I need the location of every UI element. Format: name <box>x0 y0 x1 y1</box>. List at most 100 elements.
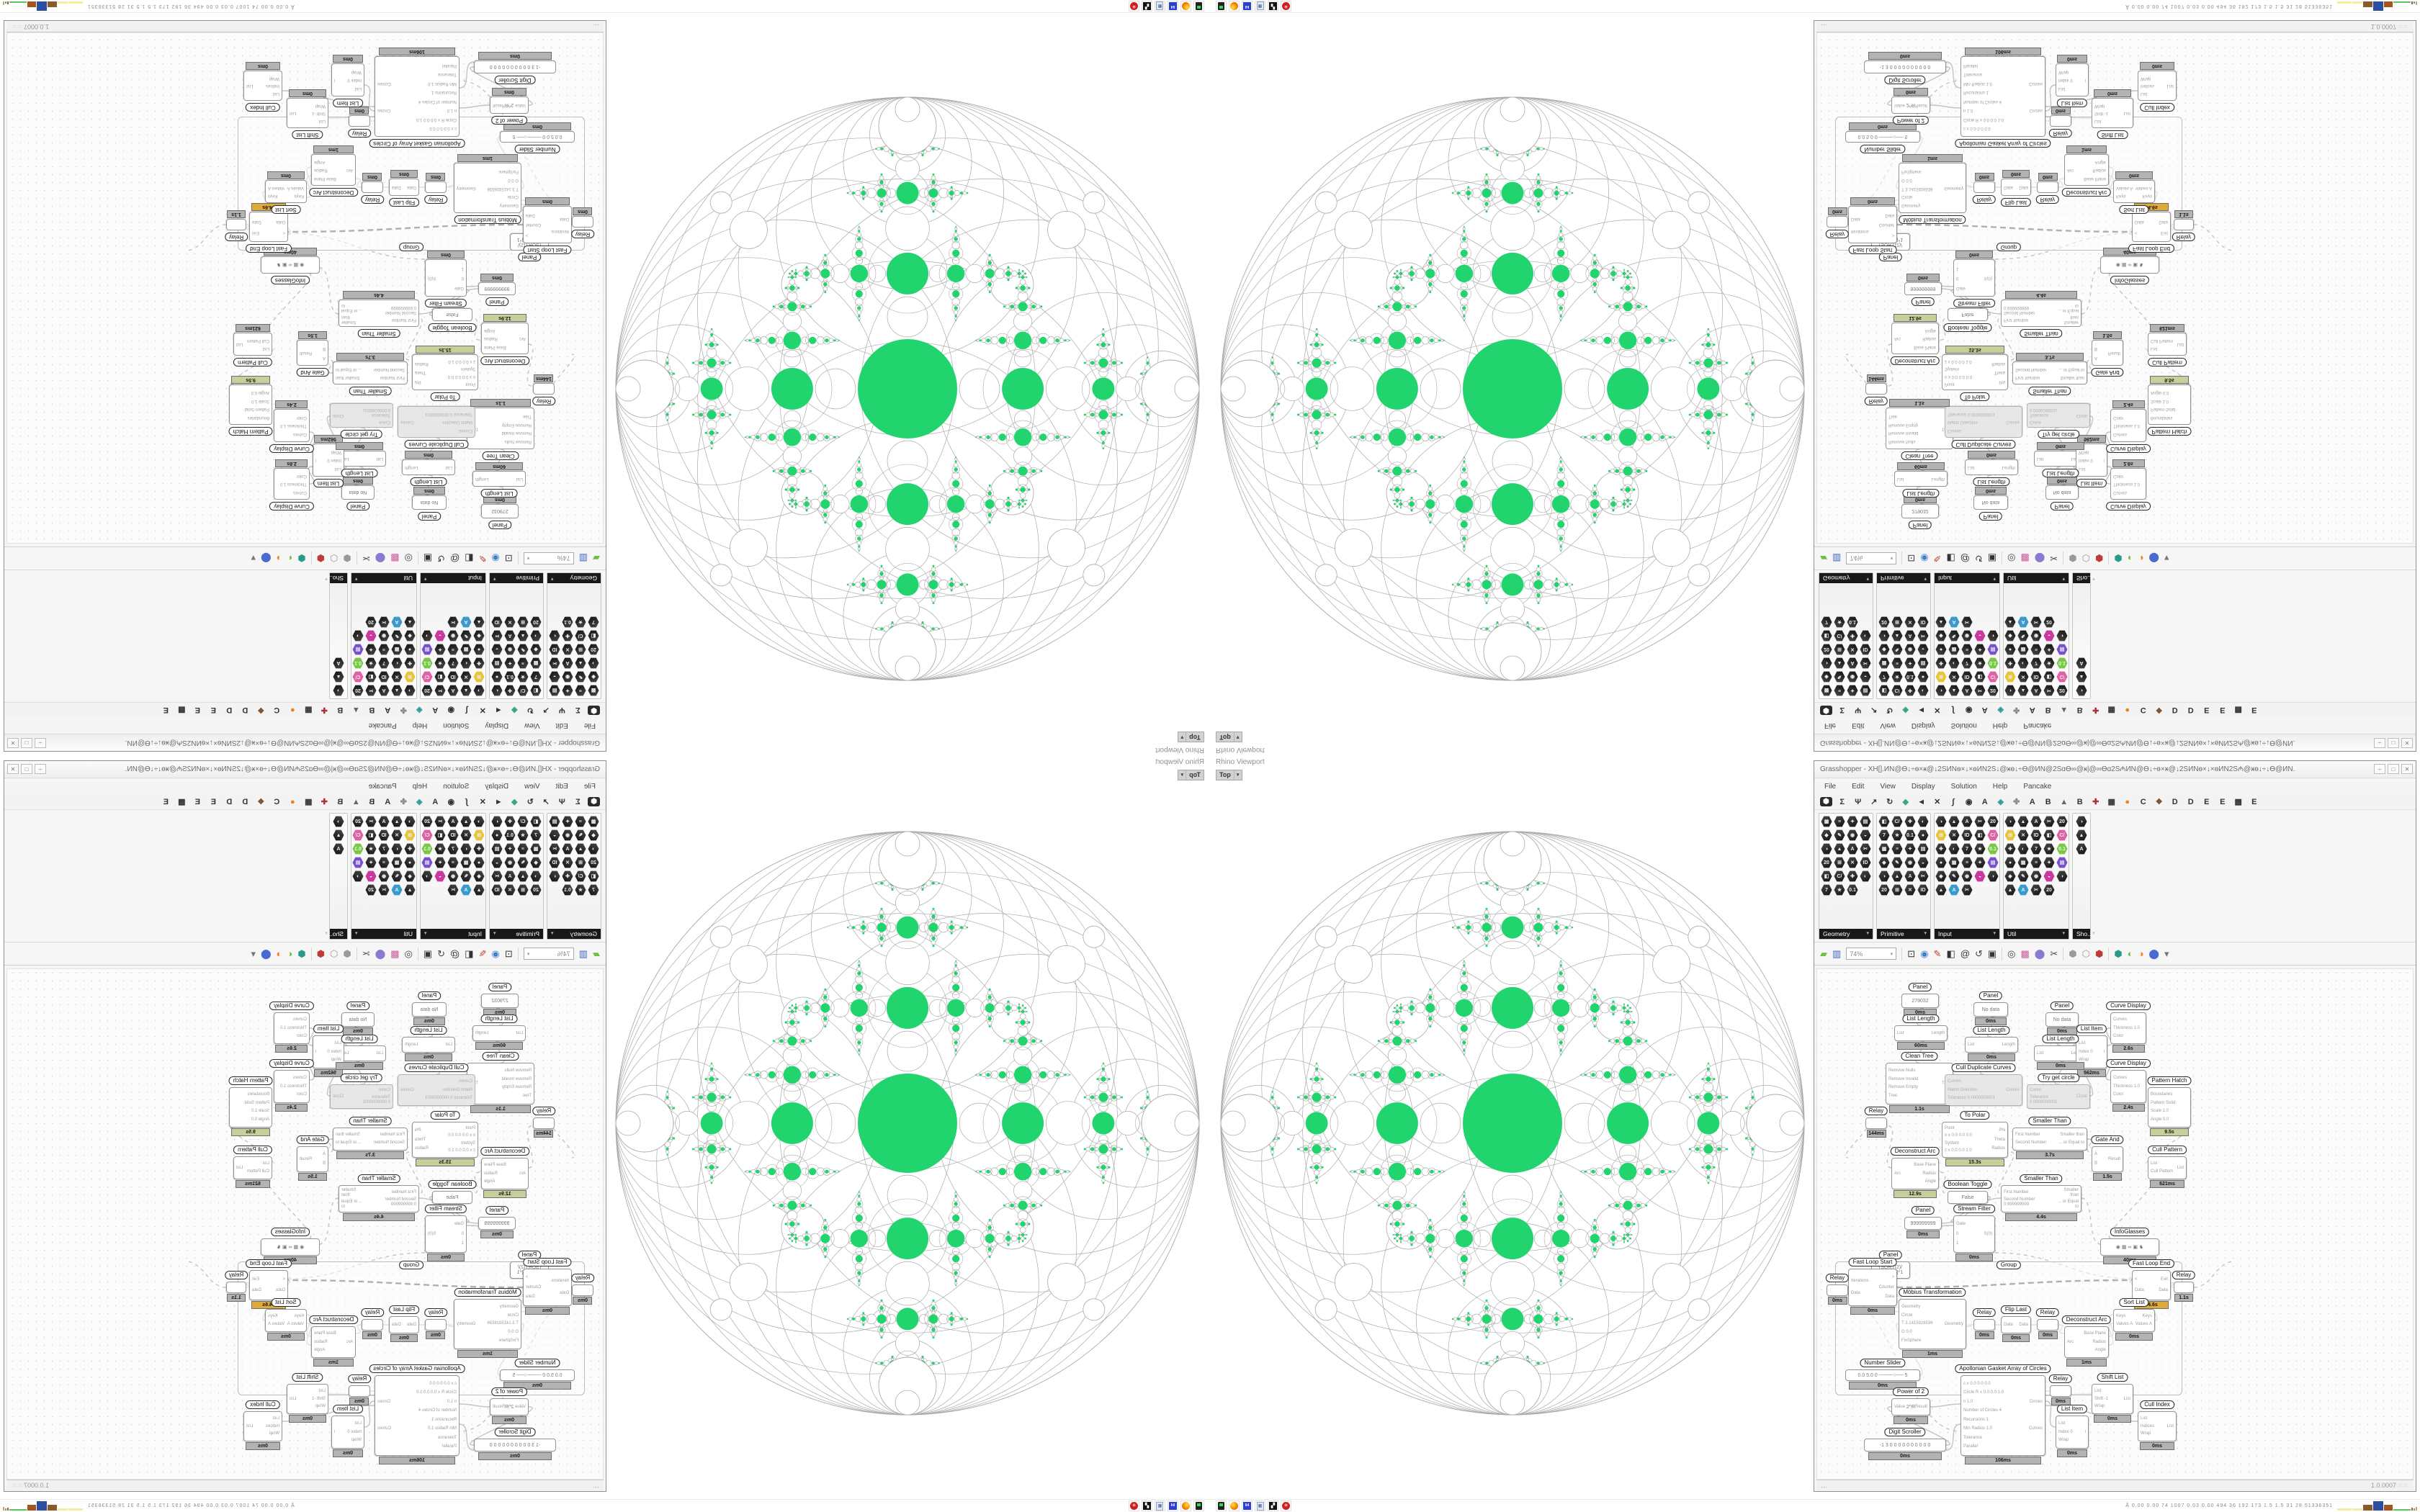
ribbon-component-icon[interactable]: ≡ <box>1961 644 1973 655</box>
balloon-icon[interactable]: ⬤ <box>2148 553 2159 564</box>
ribbon-component-icon[interactable]: ✎ <box>1891 644 1903 655</box>
output-port[interactable]: Curves <box>377 81 392 86</box>
tab-25[interactable]: ▩ <box>2234 706 2242 714</box>
ribbon-component-icon[interactable]: ★ <box>2043 657 2055 669</box>
tab-13[interactable]: B <box>2045 706 2051 715</box>
zoom-level-select[interactable]: 74% ▾ <box>523 552 574 564</box>
gh-component-panel[interactable]: Panel No data 0ms <box>1973 487 2008 521</box>
ribbon-component-icon[interactable]: 0.1 <box>562 616 573 628</box>
input-port[interactable]: Geometry <box>1901 203 1921 208</box>
gh-component-curve-display[interactable]: Curve Display Curves Thickness 1.0 Color 2.6… <box>2106 1002 2151 1053</box>
input-port[interactable]: Curve <box>2030 1088 2042 1093</box>
gem-teal-icon[interactable]: ⬢ <box>2114 553 2123 564</box>
ribbon-component-icon[interactable]: ✕ <box>562 644 573 655</box>
cluster-gift-icon[interactable]: ▩ <box>2020 553 2030 564</box>
output-port[interactable]: Data <box>2019 185 2028 190</box>
component-body[interactable]: First Number Second Number Smaller than...… <box>2012 361 2087 384</box>
ribbon-component-icon[interactable]: ◉ <box>447 630 459 642</box>
output-port[interactable]: Base Plane <box>484 344 506 349</box>
maximize-button[interactable]: □ <box>2388 738 2399 748</box>
gh-component-panel[interactable]: Panel 999999999 0ms <box>478 274 516 306</box>
input-port[interactable]: Data <box>2135 220 2144 225</box>
input-port[interactable]: Geometry <box>499 203 519 208</box>
ribbon-component-icon[interactable]: ▲ <box>1935 616 1947 628</box>
input-port[interactable]: Index 0 <box>327 458 341 463</box>
gh-component-stream-filter[interactable]: Stream Filter Gate 0 1 S(0) 0ms <box>425 251 467 307</box>
input-port[interactable]: List <box>318 119 326 124</box>
ribbon-group-label[interactable]: Input ▾ <box>1935 929 1999 939</box>
gh-component-relay[interactable]: Relay 0ms <box>1825 1274 1850 1305</box>
tab-10[interactable]: ◈ <box>416 706 423 714</box>
menu-item-pancake[interactable]: Pancake <box>368 721 397 730</box>
ribbon-component-icon[interactable]: ◑ <box>473 685 485 696</box>
gh-component-power-of-2[interactable]: Power of 2 Value Result 2^R 0ms <box>1891 88 1930 125</box>
gh-component-cull-index[interactable]: Cull Index List Indices Wrap List 0ms <box>243 62 282 112</box>
menu-item-view[interactable]: View <box>1880 782 1896 791</box>
input-port[interactable]: Index 0 <box>2058 1429 2073 1434</box>
input-port[interactable]: B <box>322 346 326 351</box>
component-body[interactable]: First Number Second Number Smaller than...… <box>2012 1128 2087 1151</box>
zoom-extents-icon[interactable]: ⊡ <box>504 553 513 564</box>
input-port[interactable]: List <box>2141 91 2148 96</box>
gh-component-number-slider[interactable]: Number Slider 0.0 5.0 0 ────○── 5 0ms <box>500 122 575 153</box>
gh-component-to-polar[interactable]: To Polar Point o x 0.0 0.0 0.0 System z x 0.… <box>412 346 478 401</box>
input-port[interactable]: List <box>1968 465 1975 470</box>
ribbon-component-icon[interactable]: ▦ <box>1821 685 1832 696</box>
gh-component-cull-pattern[interactable]: Cull Pattern List Cull Pattern List 621ms <box>2148 1146 2187 1188</box>
output-port[interactable]: Radius <box>1991 361 2005 366</box>
ribbon-component-icon[interactable]: 7 <box>2030 657 2042 669</box>
ribbon-component-icon[interactable]: ◐ <box>1860 870 1871 882</box>
component-body[interactable]: No data <box>1973 1002 2008 1017</box>
input-port[interactable]: Wrap <box>2141 1431 2151 1436</box>
ribbon-component-icon[interactable]: ✦ <box>1847 685 1858 696</box>
gh-component-relay[interactable]: Relay 1.1s <box>2172 1271 2196 1302</box>
component-body[interactable]: List Length <box>1965 459 2018 475</box>
ribbon-component-icon[interactable]: ✂ <box>2043 685 2055 696</box>
input-port[interactable]: Remove Nulls <box>504 439 532 444</box>
input-port[interactable]: Pattern Solid <box>244 407 269 412</box>
component-body[interactable]: c x 0.0 0.0 0.0 Circle R x 0.0 0.0 1.0 n 1… <box>1960 1375 2045 1456</box>
ribbon-component-icon[interactable]: ◒ <box>365 630 377 642</box>
input-port[interactable]: Circle <box>1901 1313 1913 1318</box>
tab-params-selected[interactable]: ⬢ <box>1820 706 1832 715</box>
viewport-tab-top[interactable]: Top ▾ <box>1177 770 1204 780</box>
ribbon-component-icon[interactable]: ✂ <box>1917 870 1929 882</box>
output-port[interactable]: Geometry <box>1944 1321 1963 1326</box>
input-port[interactable]: A <box>2094 1152 2098 1157</box>
ribbon-component-icon[interactable]: ▦ <box>460 644 472 655</box>
sketch-pen-icon[interactable]: ✎ <box>1933 948 1942 959</box>
ribbon-component-icon[interactable]: ● <box>1935 857 1947 868</box>
ribbon-component-icon[interactable]: 0.1 <box>1847 616 1858 628</box>
gh-component-fast-loop-end[interactable]: Fast Loop End < Data Exit Data 34.6s <box>245 203 292 253</box>
ribbon-component-icon[interactable]: ✂ <box>1974 685 1986 696</box>
gh-component-curve-display[interactable]: Curve Display Curves Thickness 1.0 Color 2.6… <box>2106 459 2151 510</box>
ribbon-component-icon[interactable]: 7 <box>1878 829 1890 841</box>
ribbon-component-icon[interactable]: ◐ <box>1860 630 1871 642</box>
input-port[interactable]: List <box>2079 1040 2086 1045</box>
output-port[interactable]: Length <box>2002 465 2015 470</box>
input-port[interactable]: Index 0 <box>347 78 362 83</box>
tab-11[interactable]: ✤ <box>2013 706 2020 714</box>
gh-component-relay[interactable]: Relay 0ms <box>2048 107 2073 138</box>
input-port[interactable]: Thickness 1.0 <box>2113 482 2141 487</box>
dropdown-arrow-icon[interactable]: ▾ <box>251 553 256 564</box>
ribbon-component-icon[interactable]: 0.1 <box>1904 829 1916 841</box>
ribbon-component-icon[interactable]: ◧ <box>365 671 377 683</box>
output-port[interactable]: Phi <box>1999 379 2005 384</box>
gh-canvas[interactable]: Group Panel 279032 0ms List Length List Length… <box>6 32 604 544</box>
ribbon-component-icon[interactable]: ◑ <box>2004 685 2016 696</box>
floppy-64-icon[interactable]: 64 <box>1242 1500 1252 1511</box>
ribbon-component-icon[interactable]: 7 <box>588 616 599 628</box>
output-port[interactable]: Theta <box>415 370 426 375</box>
ribbon-component-icon[interactable]: ◆ <box>588 671 599 683</box>
component-body[interactable]: Geometry Circle T 3.1415926536 O 0.0 FixSphe… <box>1899 163 1966 213</box>
gh-component-relay[interactable]: Relay 1.1s <box>224 210 248 241</box>
input-port[interactable]: Parallel <box>1963 63 1978 68</box>
ribbon-component-icon[interactable]: ◑ <box>2056 630 2068 642</box>
ribbon-component-icon[interactable]: ✦ <box>365 644 377 655</box>
input-port[interactable]: Remove Nulls <box>1888 439 1916 444</box>
ribbon-component-icon[interactable]: 20 <box>1821 644 1832 655</box>
tab-18[interactable]: ● <box>2125 797 2130 806</box>
ribbon-component-icon[interactable]: ▤ <box>1987 644 1999 655</box>
input-port[interactable]: Color <box>2113 1092 2124 1097</box>
